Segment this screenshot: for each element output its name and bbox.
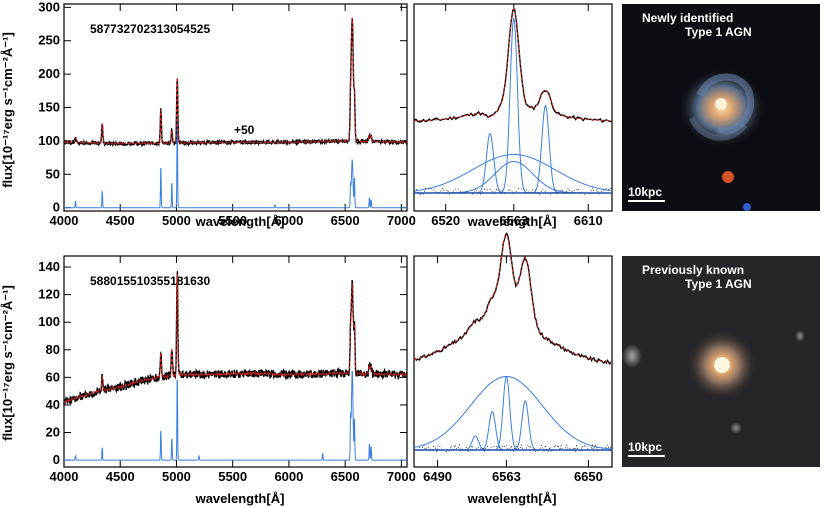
x-axis-label: wavelength[Å]	[195, 214, 285, 229]
narrow-component	[414, 375, 612, 451]
y-axis-label: flux[10⁻¹⁷erg s⁻¹cm⁻²Å⁻¹]	[0, 285, 15, 441]
y-tick-label: 100	[38, 314, 60, 329]
spiral-arm	[689, 116, 748, 141]
x-tick-label: 5000	[162, 213, 191, 228]
spectrum-id-label: 588015510355181630	[90, 274, 210, 288]
galaxy-image-newly-identified: Newly identified Type 1 AGN 10kpc	[622, 4, 820, 211]
spectrum-id-label: 587732702313054525	[90, 22, 210, 36]
fit-residuals	[413, 187, 612, 196]
panel-top-halpha-zoom: 6520 6563 6610 wavelength[Å]	[413, 3, 613, 229]
scale-bar-label: 10kpc	[628, 440, 662, 454]
x-axis-label: wavelength[Å]	[195, 491, 285, 506]
blue-star	[743, 203, 751, 211]
x-tick-label: 4000	[50, 469, 79, 484]
galaxy-image-previously-known: Previously known Type 1 AGN 10kpc	[622, 256, 820, 467]
y-tick-label: 150	[38, 100, 60, 115]
y-tick-label: 40	[46, 397, 60, 412]
y-tick-label: 80	[46, 342, 60, 357]
y-tick-label: 200	[38, 66, 60, 81]
image-caption-line1: Newly identified	[642, 11, 733, 25]
offset-annotation: +50	[234, 123, 255, 137]
plot-frame	[413, 3, 613, 212]
panel-bottom-full-spectrum: 588015510355181630 4000 4500 5000 5500 6000 6…	[0, 255, 416, 506]
observed-spectrum	[63, 271, 408, 406]
spiral-arm	[696, 73, 755, 135]
x-tick-label: 4000	[50, 213, 79, 228]
x-tick-label: 7000	[387, 469, 416, 484]
neighbor-star	[795, 330, 805, 342]
axis-ticks: 4000 4500 5000 5500 6000 6500 7000 0 50 100 150 200…	[38, 0, 416, 228]
plot-frame	[413, 255, 613, 468]
best-fit-model	[414, 9, 612, 122]
neighbor-star	[622, 344, 642, 368]
narrow-component	[414, 410, 612, 451]
axis-ticks: 6520 6563 6610	[431, 4, 603, 228]
plot-frame	[63, 255, 408, 468]
axis-ticks: 4000 4500 5000 5500 6000 6500 7000 0 20 40 60 80 100…	[38, 256, 416, 484]
x-axis-label: wavelength[Å]	[467, 491, 557, 506]
x-tick-label: 6000	[274, 213, 303, 228]
y-tick-label: 20	[46, 425, 60, 440]
red-star	[722, 171, 734, 183]
best-fit-model	[63, 17, 408, 146]
spectrum-lines	[413, 232, 613, 453]
neighbor-star	[730, 422, 742, 434]
y-tick-label: 0	[53, 452, 60, 467]
x-tick-label: 5500	[218, 213, 247, 228]
best-fit-model	[63, 274, 408, 404]
x-tick-label: 6000	[274, 469, 303, 484]
intermediate-component	[414, 160, 612, 194]
image-caption-line2: Type 1 AGN	[685, 277, 752, 291]
x-tick-label: 5000	[162, 469, 191, 484]
y-tick-label: 140	[38, 259, 60, 274]
y-axis-label: flux[10⁻¹⁷erg s⁻¹cm⁻²Å⁻¹]	[0, 32, 15, 188]
y-tick-label: 120	[38, 287, 60, 302]
y-tick-label: 250	[38, 33, 60, 48]
axis-ticks: 6490 6563 6650	[423, 256, 603, 484]
x-tick-label: 6650	[574, 469, 603, 484]
y-tick-label: 60	[46, 369, 60, 384]
model-narrow-lines	[64, 370, 407, 461]
spectrum-lines	[63, 17, 408, 209]
x-tick-label: 6520	[431, 213, 460, 228]
best-fit-model	[413, 234, 613, 364]
narrow-component	[414, 17, 612, 194]
image-caption-line1: Previously known	[642, 263, 744, 277]
spectrum-lines	[63, 271, 408, 461]
broad-component	[413, 154, 613, 192]
x-tick-label: 5500	[218, 469, 247, 484]
x-tick-label: 4500	[106, 213, 135, 228]
y-tick-label: 0	[53, 200, 60, 215]
image-caption-line2: Type 1 AGN	[685, 25, 752, 39]
x-tick-label: 6490	[423, 469, 452, 484]
x-tick-label: 6500	[331, 213, 360, 228]
x-axis-label: wavelength[Å]	[467, 214, 557, 229]
y-tick-label: 50	[46, 166, 60, 181]
model-narrow-lines	[64, 118, 407, 209]
y-tick-label: 300	[38, 0, 60, 14]
spectrum-lines	[413, 8, 613, 196]
observed-spectrum	[413, 232, 613, 365]
x-tick-label: 6563	[499, 213, 528, 228]
y-tick-label: 100	[38, 133, 60, 148]
panel-top-full-spectrum: 587732702313054525 +50 4000 4500 5000 5500 6…	[0, 0, 416, 229]
x-tick-label: 4500	[106, 469, 135, 484]
x-tick-label: 6610	[574, 213, 603, 228]
galaxy-nucleus	[714, 357, 730, 373]
galaxy-nucleus	[715, 98, 727, 110]
x-tick-label: 6500	[331, 469, 360, 484]
broad-component	[413, 376, 612, 450]
x-tick-label: 7000	[387, 213, 416, 228]
scale-bar-label: 10kpc	[628, 185, 662, 199]
panel-bottom-halpha-zoom: 6490 6563 6650 wavelength[Å]	[413, 232, 613, 506]
x-tick-label: 6563	[492, 469, 521, 484]
